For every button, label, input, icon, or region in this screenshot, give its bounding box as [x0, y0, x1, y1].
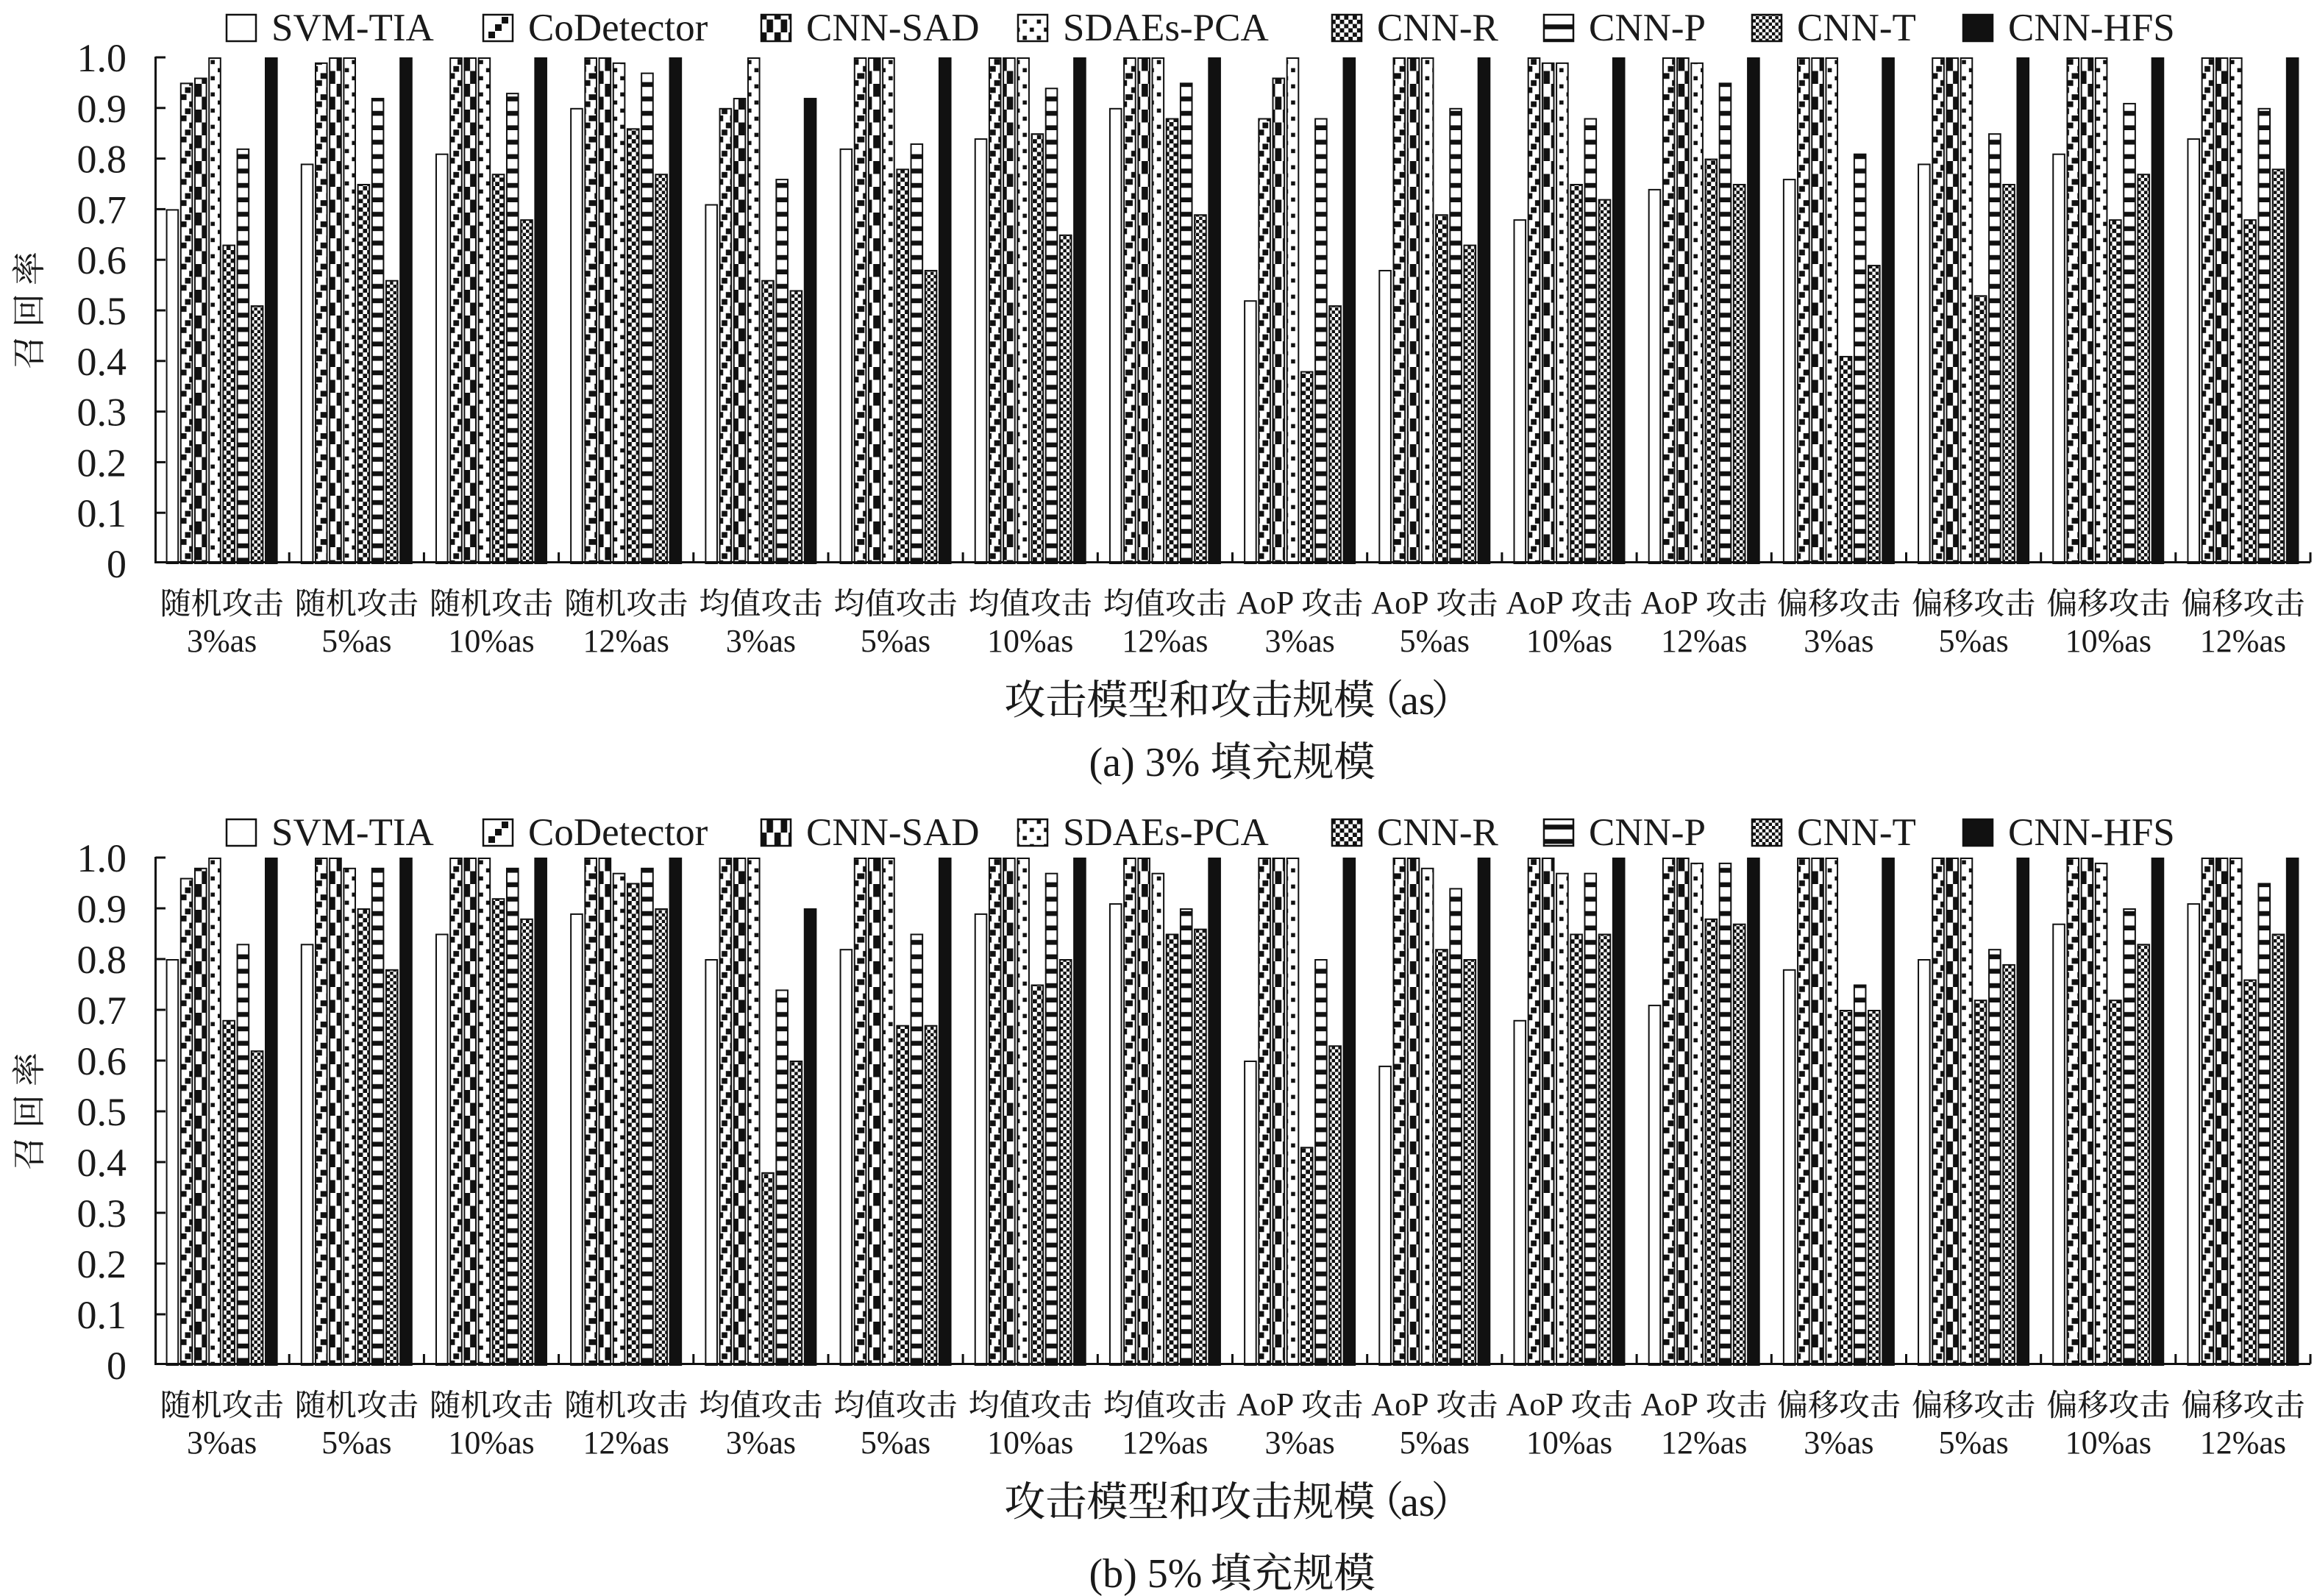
svg-text:0.6: 0.6	[77, 1039, 127, 1083]
svg-text:CNN-P: CNN-P	[1589, 811, 1706, 854]
svg-text:AoP: AoP	[1236, 1386, 1294, 1422]
svg-text:SVM-TIA: SVM-TIA	[271, 7, 434, 49]
svg-text:5%as: 5%as	[1400, 623, 1470, 659]
svg-text:1.0: 1.0	[77, 36, 127, 80]
svg-text:10%as: 10%as	[2065, 623, 2152, 659]
svg-text:0.9: 0.9	[77, 87, 127, 131]
svg-text:5%as: 5%as	[1400, 1425, 1470, 1461]
svg-text:0.5: 0.5	[77, 289, 127, 333]
svg-text:AoP: AoP	[1506, 585, 1564, 621]
svg-text:CNN-HFS: CNN-HFS	[2008, 7, 2175, 49]
svg-text:10%as: 10%as	[1526, 1425, 1612, 1461]
svg-text:AoP: AoP	[1506, 1386, 1564, 1422]
svg-text:5%as: 5%as	[1938, 1425, 2008, 1461]
svg-text:(a) 3%: (a) 3%	[1089, 740, 1200, 785]
svg-text:10%as: 10%as	[987, 1425, 1073, 1461]
svg-text:12%as: 12%as	[1661, 623, 1747, 659]
svg-text:12%as: 12%as	[1122, 1425, 1208, 1461]
svg-text:AoP: AoP	[1371, 1386, 1428, 1422]
svg-text:3%as: 3%as	[726, 623, 796, 659]
svg-text:12%as: 12%as	[2200, 1425, 2286, 1461]
svg-text:SDAEs-PCA: SDAEs-PCA	[1063, 7, 1269, 49]
svg-text:CNN-R: CNN-R	[1377, 811, 1499, 854]
svg-text:CNN-SAD: CNN-SAD	[806, 7, 980, 49]
svg-text:0.6: 0.6	[77, 238, 127, 282]
svg-text:0.2: 0.2	[77, 1242, 127, 1286]
svg-text:CNN-SAD: CNN-SAD	[806, 811, 980, 854]
svg-text:0.1: 0.1	[77, 1293, 127, 1337]
svg-text:3%as: 3%as	[1804, 1425, 1873, 1461]
svg-text:0: 0	[107, 1344, 127, 1388]
svg-text:AoP: AoP	[1641, 585, 1698, 621]
svg-text:0.9: 0.9	[77, 887, 127, 931]
svg-text:3%as: 3%as	[187, 623, 257, 659]
svg-text:0.3: 0.3	[77, 391, 127, 435]
svg-text:CNN-P: CNN-P	[1589, 7, 1706, 49]
svg-text:0.1: 0.1	[77, 491, 127, 535]
svg-text:0: 0	[107, 542, 127, 586]
svg-text:0.8: 0.8	[77, 138, 127, 182]
svg-text:0.5: 0.5	[77, 1090, 127, 1134]
svg-text:as: as	[1400, 1480, 1435, 1525]
svg-text:10%as: 10%as	[448, 1425, 534, 1461]
svg-text:12%as: 12%as	[1122, 623, 1208, 659]
svg-text:CNN-T: CNN-T	[1797, 7, 1916, 49]
svg-text:0.8: 0.8	[77, 938, 127, 982]
svg-text:5%as: 5%as	[861, 623, 930, 659]
svg-text:SDAEs-PCA: SDAEs-PCA	[1063, 811, 1269, 854]
svg-text:0.3: 0.3	[77, 1191, 127, 1236]
svg-text:12%as: 12%as	[583, 1425, 669, 1461]
svg-text:12%as: 12%as	[1661, 1425, 1747, 1461]
svg-text:10%as: 10%as	[987, 623, 1073, 659]
svg-text:CNN-T: CNN-T	[1797, 811, 1916, 854]
svg-text:CoDetector: CoDetector	[528, 7, 708, 49]
svg-text:3%as: 3%as	[1804, 623, 1873, 659]
svg-text:AoP: AoP	[1236, 585, 1294, 621]
svg-text:5%as: 5%as	[321, 1425, 391, 1461]
svg-text:3%as: 3%as	[1264, 1425, 1334, 1461]
svg-text:AoP: AoP	[1371, 585, 1428, 621]
svg-text:3%as: 3%as	[726, 1425, 796, 1461]
svg-text:0.7: 0.7	[77, 988, 127, 1033]
svg-text:12%as: 12%as	[583, 623, 669, 659]
svg-text:5%as: 5%as	[321, 623, 391, 659]
svg-text:0.4: 0.4	[77, 1141, 127, 1185]
svg-text:1.0: 1.0	[77, 836, 127, 880]
svg-text:SVM-TIA: SVM-TIA	[271, 811, 434, 854]
svg-text:CNN-HFS: CNN-HFS	[2008, 811, 2175, 854]
svg-text:5%as: 5%as	[861, 1425, 930, 1461]
svg-text:0.7: 0.7	[77, 188, 127, 232]
svg-text:5%as: 5%as	[1938, 623, 2008, 659]
svg-text:3%as: 3%as	[187, 1425, 257, 1461]
svg-text:10%as: 10%as	[1526, 623, 1612, 659]
svg-text:as: as	[1400, 678, 1435, 724]
svg-text:10%as: 10%as	[2065, 1425, 2152, 1461]
svg-text:CNN-R: CNN-R	[1377, 7, 1499, 49]
svg-text:3%as: 3%as	[1264, 623, 1334, 659]
svg-text:(b) 5%: (b) 5%	[1089, 1551, 1203, 1596]
svg-text:0.4: 0.4	[77, 340, 127, 384]
svg-text:12%as: 12%as	[2200, 623, 2286, 659]
svg-text:CoDetector: CoDetector	[528, 811, 708, 854]
svg-text:0.2: 0.2	[77, 441, 127, 485]
svg-text:10%as: 10%as	[448, 623, 534, 659]
svg-text:AoP: AoP	[1641, 1386, 1698, 1422]
